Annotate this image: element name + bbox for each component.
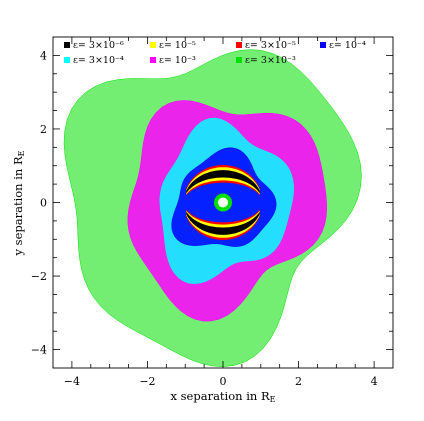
x-tick-label: 0 [220, 375, 227, 388]
legend-swatch [150, 57, 156, 63]
legend-swatch [236, 42, 242, 48]
legend-swatch [236, 57, 242, 63]
lens-center [218, 197, 228, 208]
series-arc [186, 211, 260, 235]
y-tick-label: 0 [40, 197, 47, 210]
x-tick-label: −2 [139, 375, 155, 388]
legend-swatch [150, 42, 156, 48]
y-tick-label: 2 [40, 123, 47, 136]
legend-label: ε= 3×10⁻⁵ [245, 40, 296, 51]
legend-item: ε= 3×10⁻⁴ [64, 55, 124, 66]
legend-label: ε= 10⁻³ [159, 55, 196, 66]
legend-item: ε= 10⁻⁴ [320, 40, 366, 51]
legend-swatch [64, 57, 70, 63]
tick-labels: −4 −2 0 2 4 −4 −2 0 2 4 [31, 49, 378, 388]
x-tick-label: −4 [64, 375, 80, 388]
legend: ε= 3×10⁻⁶ ε= 10⁻⁵ ε= 3×10⁻⁵ ε= 10⁻⁴ ε= 3×10⁻… [64, 40, 366, 66]
series-arc [186, 170, 260, 194]
data-regions [63, 49, 362, 367]
x-tick-label: 2 [295, 375, 302, 388]
legend-item: ε= 10⁻³ [150, 55, 196, 66]
legend-item: ε= 3×10⁻⁶ [64, 40, 124, 51]
legend-label: ε= 10⁻⁵ [159, 40, 196, 51]
series-region [186, 170, 260, 235]
legend-item: ε= 10⁻⁵ [150, 40, 196, 51]
y-tick-label: −4 [31, 344, 47, 357]
x-axis-title: x separation in RE [171, 389, 276, 404]
legend-label: ε= 10⁻⁴ [329, 40, 366, 51]
y-tick-label: −2 [31, 270, 47, 283]
y-tick-label: 4 [40, 49, 47, 62]
axis-ticks [53, 37, 393, 368]
x-tick-label: 4 [371, 375, 378, 388]
legend-label: ε= 3×10⁻⁶ [73, 40, 124, 51]
y-axis-title: y separation in RE [11, 150, 26, 256]
legend-swatch [64, 42, 70, 48]
legend-swatch [320, 42, 326, 48]
legend-label: ε= 3×10⁻⁴ [73, 55, 124, 66]
legend-item: ε= 3×10⁻³ [236, 55, 296, 66]
legend-label: ε= 3×10⁻³ [245, 55, 296, 66]
legend-item: ε= 3×10⁻⁵ [236, 40, 296, 51]
